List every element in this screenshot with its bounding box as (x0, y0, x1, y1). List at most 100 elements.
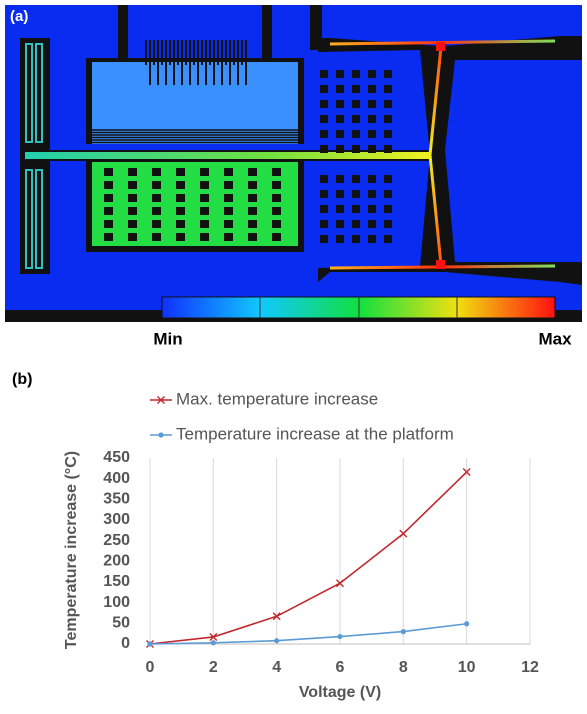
marker (464, 621, 470, 627)
hole (152, 168, 161, 176)
x-tick-label: 6 (336, 659, 345, 676)
hole (336, 235, 344, 243)
hole (368, 70, 376, 78)
marker (462, 468, 471, 477)
hole (384, 235, 392, 243)
hole (320, 85, 328, 93)
comb-finger (185, 40, 187, 65)
hole (336, 70, 344, 78)
hole (176, 207, 185, 215)
hole (352, 205, 360, 213)
hole (352, 190, 360, 198)
hole (272, 168, 281, 176)
legend-label: Temperature increase at the platform (176, 424, 454, 443)
hole (176, 181, 185, 189)
y-tick-label: 50 (112, 615, 130, 632)
hole (152, 220, 161, 228)
hole (272, 220, 281, 228)
marker (147, 641, 153, 647)
hole (352, 85, 360, 93)
hole (368, 115, 376, 123)
hole (152, 194, 161, 202)
comb-finger (213, 40, 215, 85)
hole (224, 168, 233, 176)
hole (384, 130, 392, 138)
hole (248, 220, 257, 228)
y-tick-label: 350 (103, 491, 130, 508)
comb-finger (149, 40, 151, 85)
hole (248, 181, 257, 189)
comb-finger (201, 40, 203, 65)
colorbar-min: Min (153, 329, 182, 348)
hole (336, 130, 344, 138)
hole (336, 115, 344, 123)
hole (128, 168, 137, 176)
hole (336, 220, 344, 228)
comb-finger (225, 40, 227, 65)
x-axis-label: Voltage (V) (299, 684, 381, 701)
series-line (149, 471, 468, 645)
hole (200, 181, 209, 189)
hole (336, 85, 344, 93)
y-axis-label: Temperature increase (°C) (63, 451, 80, 649)
marker (399, 529, 408, 538)
hole (320, 235, 328, 243)
hole (384, 145, 392, 153)
comb-finger (161, 40, 163, 65)
hole (128, 194, 137, 202)
hole (352, 175, 360, 183)
x-tick-label: 4 (272, 659, 281, 676)
hole (320, 100, 328, 108)
hole (352, 220, 360, 228)
hole (224, 194, 233, 202)
hole (104, 194, 113, 202)
hole (384, 175, 392, 183)
hole (336, 100, 344, 108)
hole (224, 220, 233, 228)
hole (200, 207, 209, 215)
comb-finger (237, 40, 239, 85)
hole (352, 70, 360, 78)
hole (368, 190, 376, 198)
hole (368, 175, 376, 183)
hole (384, 100, 392, 108)
series-line (149, 622, 467, 645)
x-tick-label: 10 (458, 659, 476, 676)
hole (352, 145, 360, 153)
hole (224, 207, 233, 215)
comb-finger (221, 40, 223, 85)
comb-finger (177, 40, 179, 65)
hole (200, 220, 209, 228)
hole (384, 205, 392, 213)
hole (320, 175, 328, 183)
marker (210, 640, 216, 646)
y-tick-label: 450 (103, 449, 130, 466)
hole (320, 220, 328, 228)
hole (272, 181, 281, 189)
hole (128, 207, 137, 215)
hole (104, 168, 113, 176)
marker (274, 638, 280, 644)
hole (176, 194, 185, 202)
comb-finger (165, 40, 167, 85)
hole (384, 70, 392, 78)
hole (200, 168, 209, 176)
y-tick-label: 150 (103, 573, 130, 590)
hole (128, 181, 137, 189)
marker (209, 632, 218, 641)
hole (336, 175, 344, 183)
hole (176, 220, 185, 228)
comb-finger (145, 40, 147, 65)
hole (128, 220, 137, 228)
marker (336, 579, 344, 588)
hole (176, 168, 185, 176)
hole (320, 145, 328, 153)
hole (368, 130, 376, 138)
colorbar-max: Max (538, 329, 572, 348)
comb-finger (193, 40, 195, 65)
comb-finger (197, 40, 199, 85)
y-tick-label: 200 (103, 553, 130, 570)
hole (384, 115, 392, 123)
hole (336, 205, 344, 213)
x-tick-label: 8 (399, 659, 408, 676)
